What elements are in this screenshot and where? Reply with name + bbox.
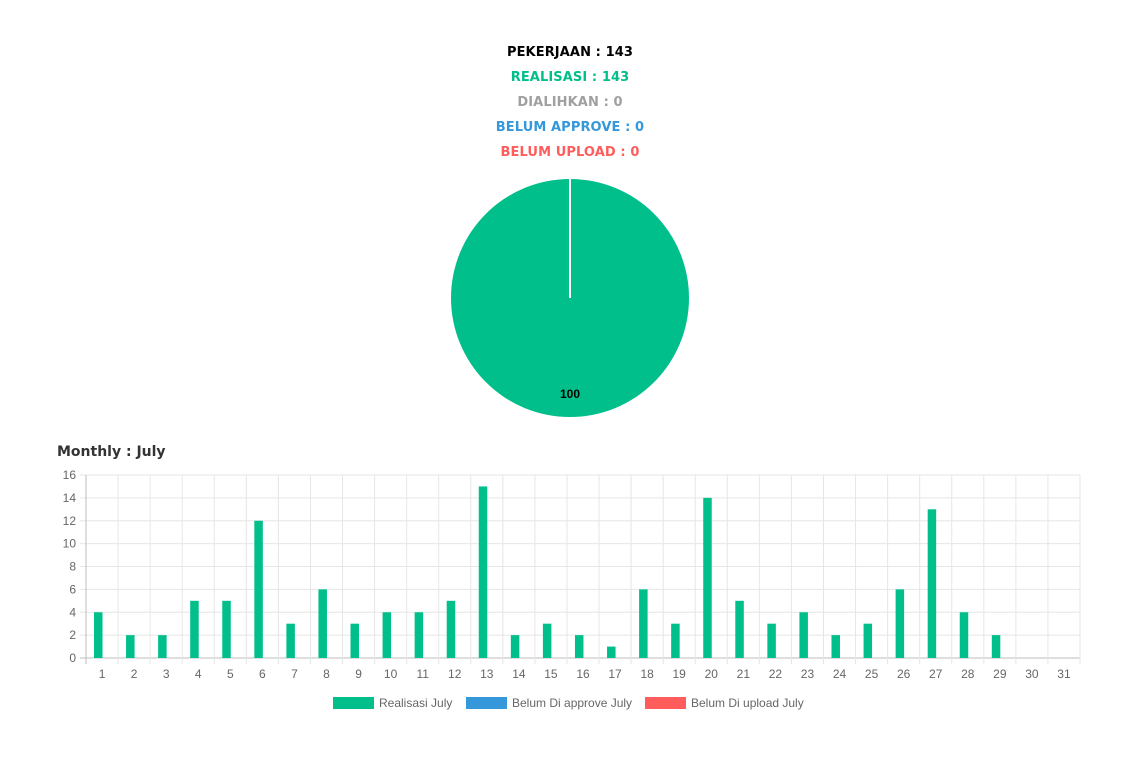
y-tick-label: 0 <box>69 651 76 665</box>
bar <box>639 589 648 658</box>
realisasi-count: REALISASI : 143 <box>510 70 630 85</box>
x-tick-label: 22 <box>769 667 783 681</box>
bar <box>318 589 327 658</box>
pie-chart[interactable]: 100 <box>450 178 690 418</box>
x-tick-label: 4 <box>195 667 202 681</box>
bar <box>991 635 1001 658</box>
legend-swatch <box>466 697 507 709</box>
x-tick-label: 25 <box>865 667 879 681</box>
bar <box>126 635 135 658</box>
dialihkan-count: DIALIHKAN : 0 <box>517 95 623 110</box>
y-tick-label: 16 <box>63 468 77 482</box>
bar <box>190 600 199 658</box>
bar <box>799 612 808 658</box>
pie-chart-svg: 100 <box>451 179 689 417</box>
x-tick-label: 17 <box>608 667 622 681</box>
bar <box>478 486 488 658</box>
bar <box>671 623 680 658</box>
x-tick-label: 31 <box>1057 667 1071 681</box>
x-tick-label: 23 <box>801 667 815 681</box>
y-tick-label: 10 <box>63 537 77 551</box>
x-tick-label: 21 <box>737 667 751 681</box>
bar <box>286 623 295 658</box>
bar <box>414 612 424 658</box>
x-tick-label: 27 <box>929 667 943 681</box>
bar <box>735 600 744 658</box>
y-tick-label: 4 <box>69 605 76 619</box>
x-tick-label: 28 <box>961 667 975 681</box>
x-tick-label: 16 <box>576 667 590 681</box>
x-tick-label: 11 <box>416 667 429 681</box>
x-tick-label: 24 <box>833 667 847 681</box>
bar <box>254 520 263 658</box>
summary-stats: PEKERJAAN : 143 REALISASI : 143 DIALIHKA… <box>0 44 1140 169</box>
x-tick-label: 5 <box>227 667 234 681</box>
x-tick-label: 12 <box>448 667 462 681</box>
y-tick-label: 8 <box>69 560 76 574</box>
y-tick-label: 6 <box>69 582 76 596</box>
legend-label: Belum Di approve July <box>512 696 632 710</box>
x-tick-label: 26 <box>897 667 911 681</box>
bar <box>831 635 840 658</box>
monthly-title: Monthly : July <box>57 444 166 460</box>
x-tick-label: 9 <box>355 667 362 681</box>
pie-data-label: 100 <box>560 387 580 401</box>
bar <box>703 497 712 658</box>
x-tick-label: 20 <box>705 667 719 681</box>
bar <box>607 646 616 658</box>
pekerjaan-count: PEKERJAAN : 143 <box>506 45 634 60</box>
bar <box>158 635 167 658</box>
x-tick-label: 19 <box>673 667 687 681</box>
x-tick-label: 8 <box>323 667 330 681</box>
belum-approve-count: BELUM APPROVE : 0 <box>495 120 645 135</box>
legend-swatch <box>333 697 374 709</box>
x-tick-label: 29 <box>993 667 1007 681</box>
y-tick-label: 2 <box>69 628 76 642</box>
x-tick-label: 7 <box>291 667 298 681</box>
x-tick-label: 18 <box>640 667 654 681</box>
legend-label: Belum Di upload July <box>691 696 804 710</box>
x-tick-label: 30 <box>1025 667 1039 681</box>
bar <box>446 600 456 658</box>
bar <box>94 612 103 658</box>
x-tick-label: 10 <box>384 667 398 681</box>
bar <box>574 635 584 658</box>
bar <box>510 635 520 658</box>
bar <box>222 600 231 658</box>
belum-upload-count: BELUM UPLOAD : 0 <box>500 145 640 160</box>
x-tick-label: 3 <box>163 667 170 681</box>
bar <box>959 612 969 658</box>
bar <box>863 623 873 658</box>
x-tick-label: 2 <box>131 667 138 681</box>
y-tick-label: 12 <box>63 514 77 528</box>
legend-swatch <box>645 697 686 709</box>
bar <box>542 623 552 658</box>
x-tick-label: 15 <box>544 667 558 681</box>
x-tick-label: 6 <box>259 667 266 681</box>
x-tick-label: 13 <box>480 667 494 681</box>
y-tick-label: 14 <box>63 491 77 505</box>
legend-label: Realisasi July <box>379 696 452 710</box>
x-tick-label: 1 <box>99 667 106 681</box>
bar <box>767 623 776 658</box>
bar <box>382 612 392 658</box>
bar <box>895 589 905 658</box>
x-tick-label: 14 <box>512 667 526 681</box>
bar <box>927 509 937 658</box>
bar <box>350 623 360 658</box>
